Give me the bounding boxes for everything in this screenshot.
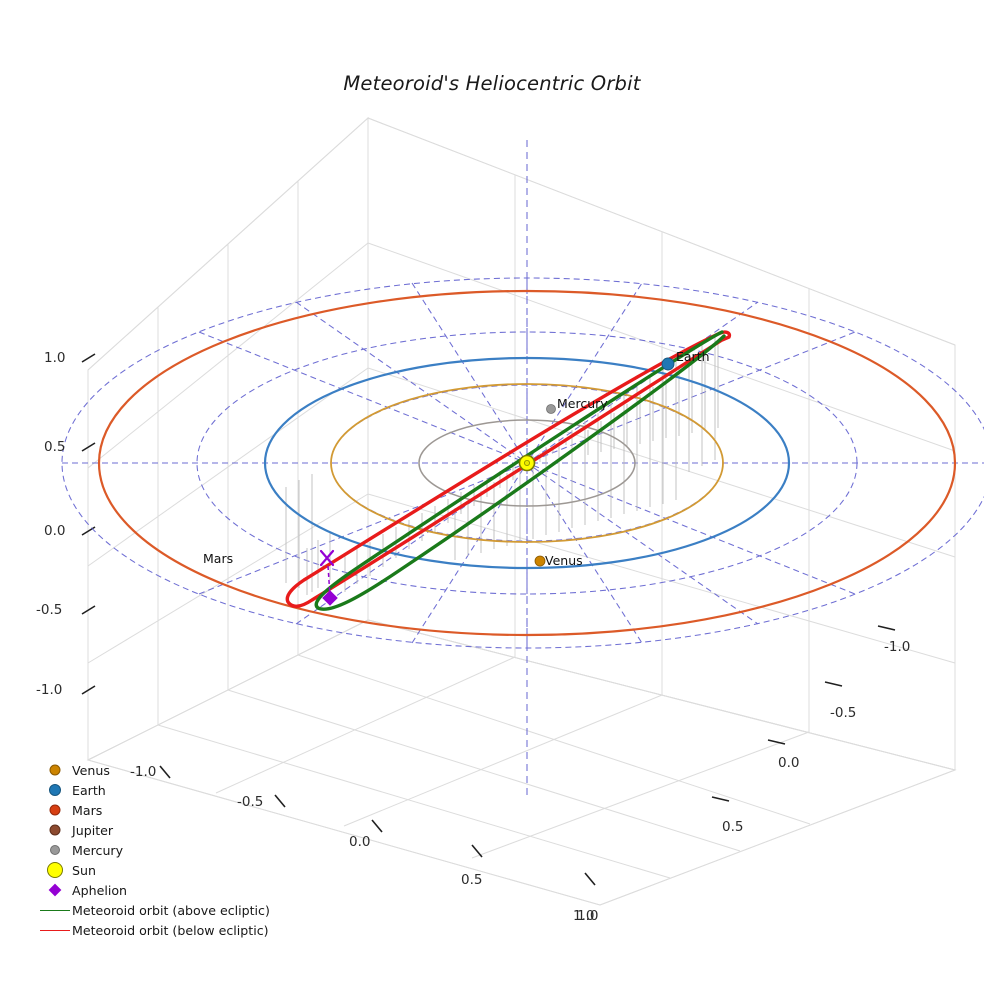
label-earth: Earth [676,349,710,364]
z-tick-4: -0.5 [36,602,63,618]
legend-item-mercury[interactable]: Mercury [38,840,338,860]
label-venus: Venus [545,553,583,568]
legend-label-orbit-below: Meteoroid orbit (below ecliptic) [72,922,269,938]
aphelion-marker-icon [38,880,72,900]
x-tick-2: -0.5 [237,794,264,810]
mercury-marker-icon [38,840,72,860]
legend-label-sun: Sun [72,862,96,878]
legend-item-earth[interactable]: Earth [38,780,338,800]
legend-item-sun[interactable]: Sun [38,860,338,880]
legend-label-venus: Venus [72,762,110,778]
x-tick-4: 0.5 [461,872,483,888]
marker-venus [534,555,546,567]
orbit-below-line-icon [38,920,72,940]
legend-label-orbit-above: Meteoroid orbit (above ecliptic) [72,902,270,918]
y-tick-2: -0.5 [830,705,857,721]
label-mercury: Mercury [557,396,608,411]
y-tick-1: -1.0 [884,639,911,655]
legend-item-venus[interactable]: Venus [38,760,338,780]
jupiter-marker-icon [38,820,72,840]
venus-marker-icon [38,760,72,780]
earth-marker-icon [38,780,72,800]
page-title: Meteoroid's Heliocentric Orbit [343,72,641,95]
legend-item-orbit-above[interactable]: Meteoroid orbit (above ecliptic) [38,900,338,920]
orbit-earth [263,356,791,570]
legend-item-mars[interactable]: Mars [38,800,338,820]
z-tick-5: -1.0 [36,682,63,698]
legend-label-mercury: Mercury [72,842,124,858]
legend-label-jupiter: Jupiter [72,822,114,838]
marker-sun-inner [524,459,531,466]
y-tick-5: 1.0 [577,908,599,924]
axes-3d-box [86,116,957,906]
aphelion-projection [319,549,335,597]
orbit-mercury [418,419,636,507]
x-tick-1: -1.0 [130,764,157,780]
legend-item-orbit-below[interactable]: Meteoroid orbit (below ecliptic) [38,920,338,940]
mars-marker-icon [38,800,72,820]
legend-item-aphelion[interactable]: Aphelion [38,880,338,900]
z-tick-3: 0.0 [44,523,66,539]
marker-earth [661,357,675,371]
axis-tick-marks [81,353,896,886]
x-tick-5: 1.0 [573,908,595,924]
label-mars: Mars [203,551,234,566]
z-tick-2: 0.5 [44,439,66,455]
y-tick-4: 0.5 [722,819,744,835]
legend-label-earth: Earth [72,782,106,798]
planet-orbit-paths [97,289,957,637]
legend: Venus Earth Mars Jupiter Mercury [38,760,338,940]
x-tick-3: 0.0 [349,834,371,850]
legend-label-aphelion: Aphelion [72,882,128,898]
y-tick-3: 0.0 [778,755,800,771]
meteoroid-orbit-above-ecliptic [314,330,726,611]
z-tick-1: 1.0 [44,350,66,366]
orbit-mars [97,289,957,637]
marker-mercury [546,404,556,414]
legend-label-mars: Mars [72,802,103,818]
orbit-venus [330,383,724,543]
orbit-above-line-icon [38,900,72,920]
legend-item-jupiter[interactable]: Jupiter [38,820,338,840]
sun-marker-icon [38,860,72,880]
